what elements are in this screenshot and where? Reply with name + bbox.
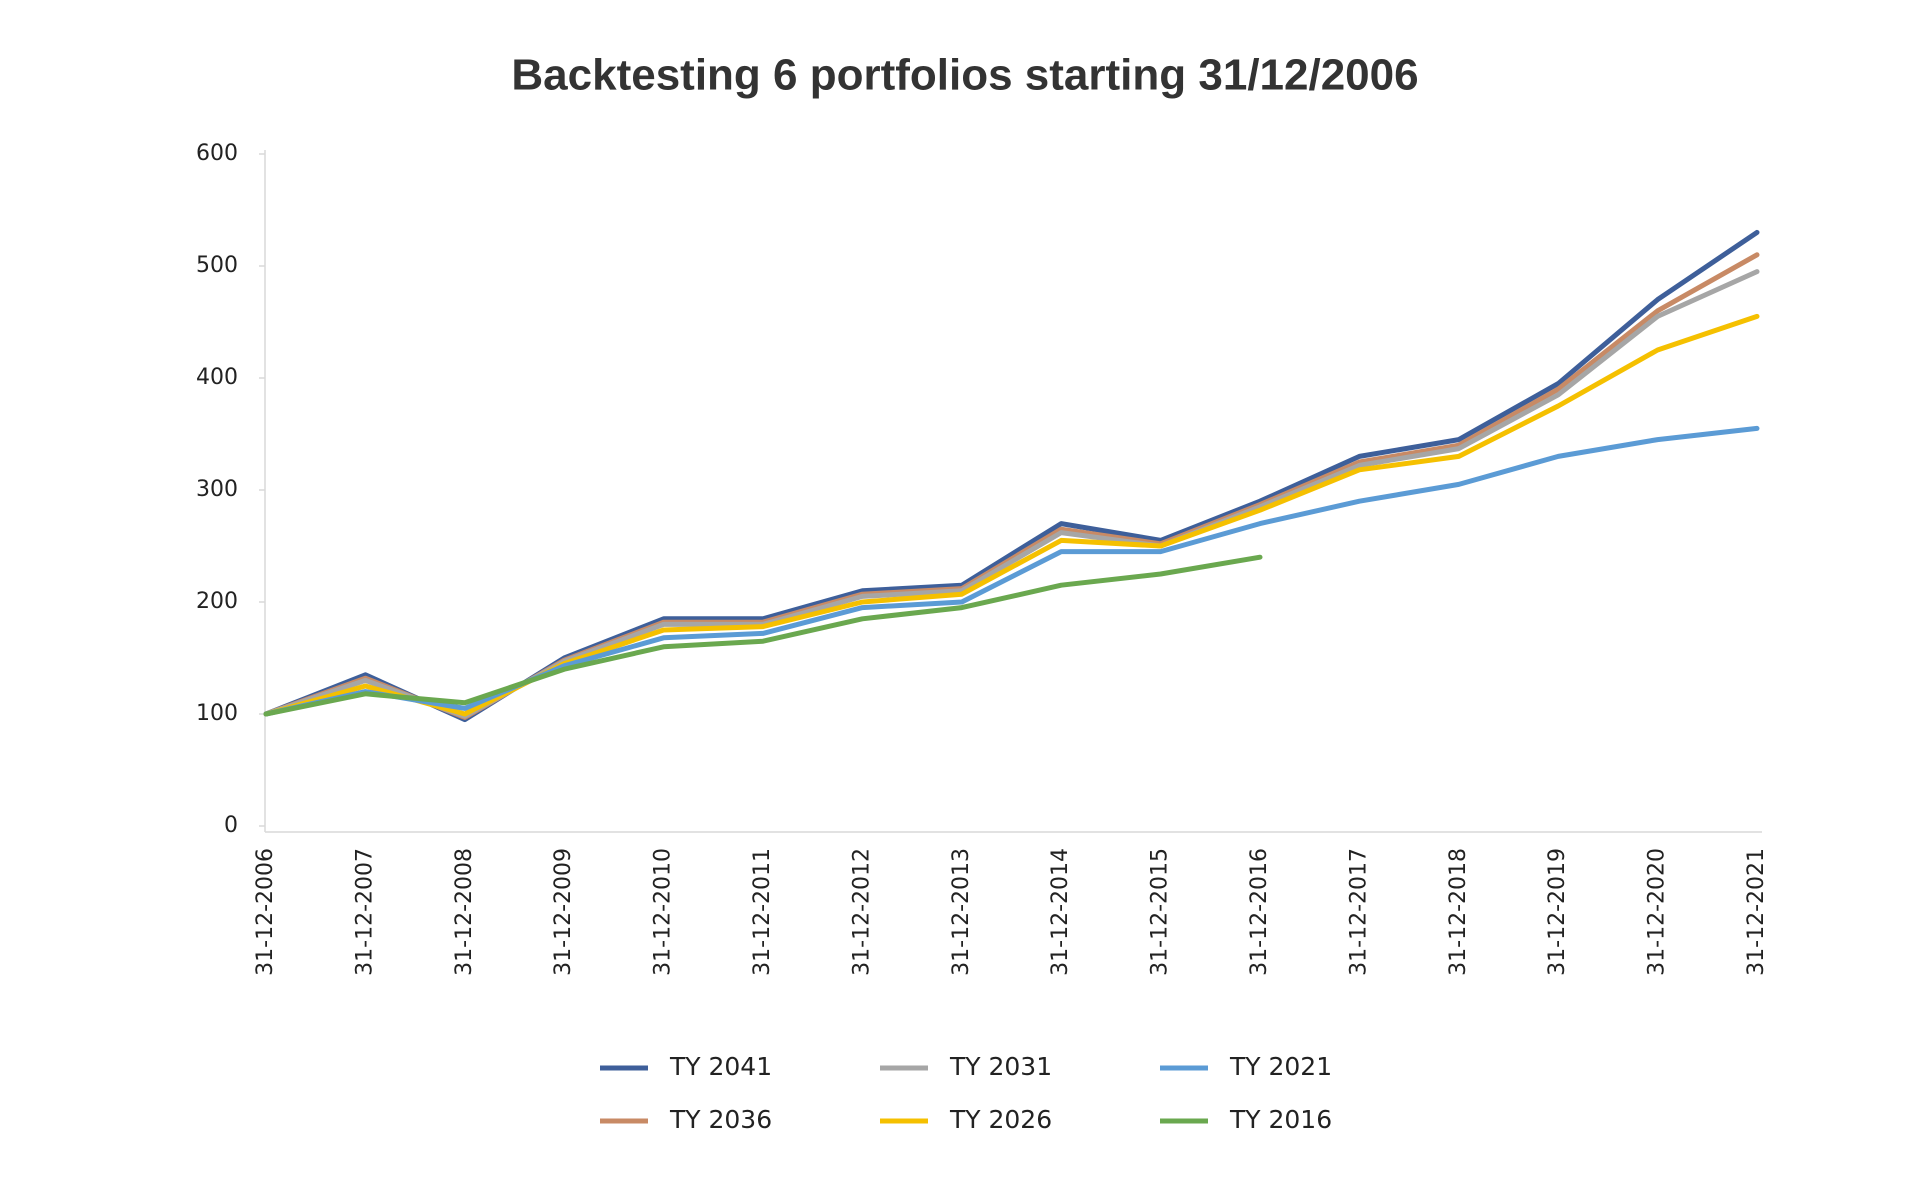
series-line — [263, 229, 1760, 723]
series-line — [263, 252, 1760, 720]
legend-label: TY 2036 — [669, 1105, 772, 1134]
x-tick-label: 31-12-2011 — [750, 848, 775, 976]
y-tick-label: 500 — [196, 253, 238, 278]
legend-label: TY 2026 — [949, 1105, 1052, 1134]
x-tick-label: 31-12-2017 — [1346, 848, 1371, 976]
y-tick-label: 600 — [196, 141, 238, 166]
x-tick-label: 31-12-2013 — [949, 848, 974, 976]
x-tick-label: 31-12-2016 — [1247, 848, 1272, 976]
y-tick-label: 300 — [196, 477, 238, 502]
x-tick-label: 31-12-2008 — [452, 848, 477, 976]
y-tick-label: 0 — [224, 813, 238, 838]
series-line — [263, 425, 1760, 717]
legend-label: TY 2016 — [1229, 1105, 1332, 1134]
legend-label: TY 2031 — [949, 1052, 1052, 1081]
x-tick-label: 31-12-2021 — [1744, 848, 1769, 976]
legend-label: TY 2041 — [669, 1052, 772, 1081]
legend-label: TY 2021 — [1229, 1052, 1332, 1081]
x-tick-label: 31-12-2015 — [1148, 848, 1173, 976]
x-tick-label: 31-12-2009 — [551, 848, 576, 976]
series-line — [263, 313, 1760, 717]
series-line — [263, 269, 1760, 719]
x-tick-label: 31-12-2012 — [849, 848, 874, 976]
chart-title: Backtesting 6 portfolios starting 31/12/… — [511, 51, 1418, 100]
x-tick-label: 31-12-2014 — [1048, 848, 1073, 976]
x-tick-label: 31-12-2019 — [1545, 848, 1570, 976]
y-tick-label: 100 — [196, 701, 238, 726]
x-tick-label: 31-12-2007 — [352, 848, 377, 976]
x-tick-label: 31-12-2018 — [1446, 848, 1471, 976]
y-tick-label: 200 — [196, 589, 238, 614]
y-tick-label: 400 — [196, 365, 238, 390]
x-tick-label: 31-12-2006 — [253, 848, 278, 976]
x-tick-label: 31-12-2020 — [1645, 848, 1670, 976]
series-line — [263, 554, 1263, 717]
x-tick-label: 31-12-2010 — [651, 848, 676, 976]
